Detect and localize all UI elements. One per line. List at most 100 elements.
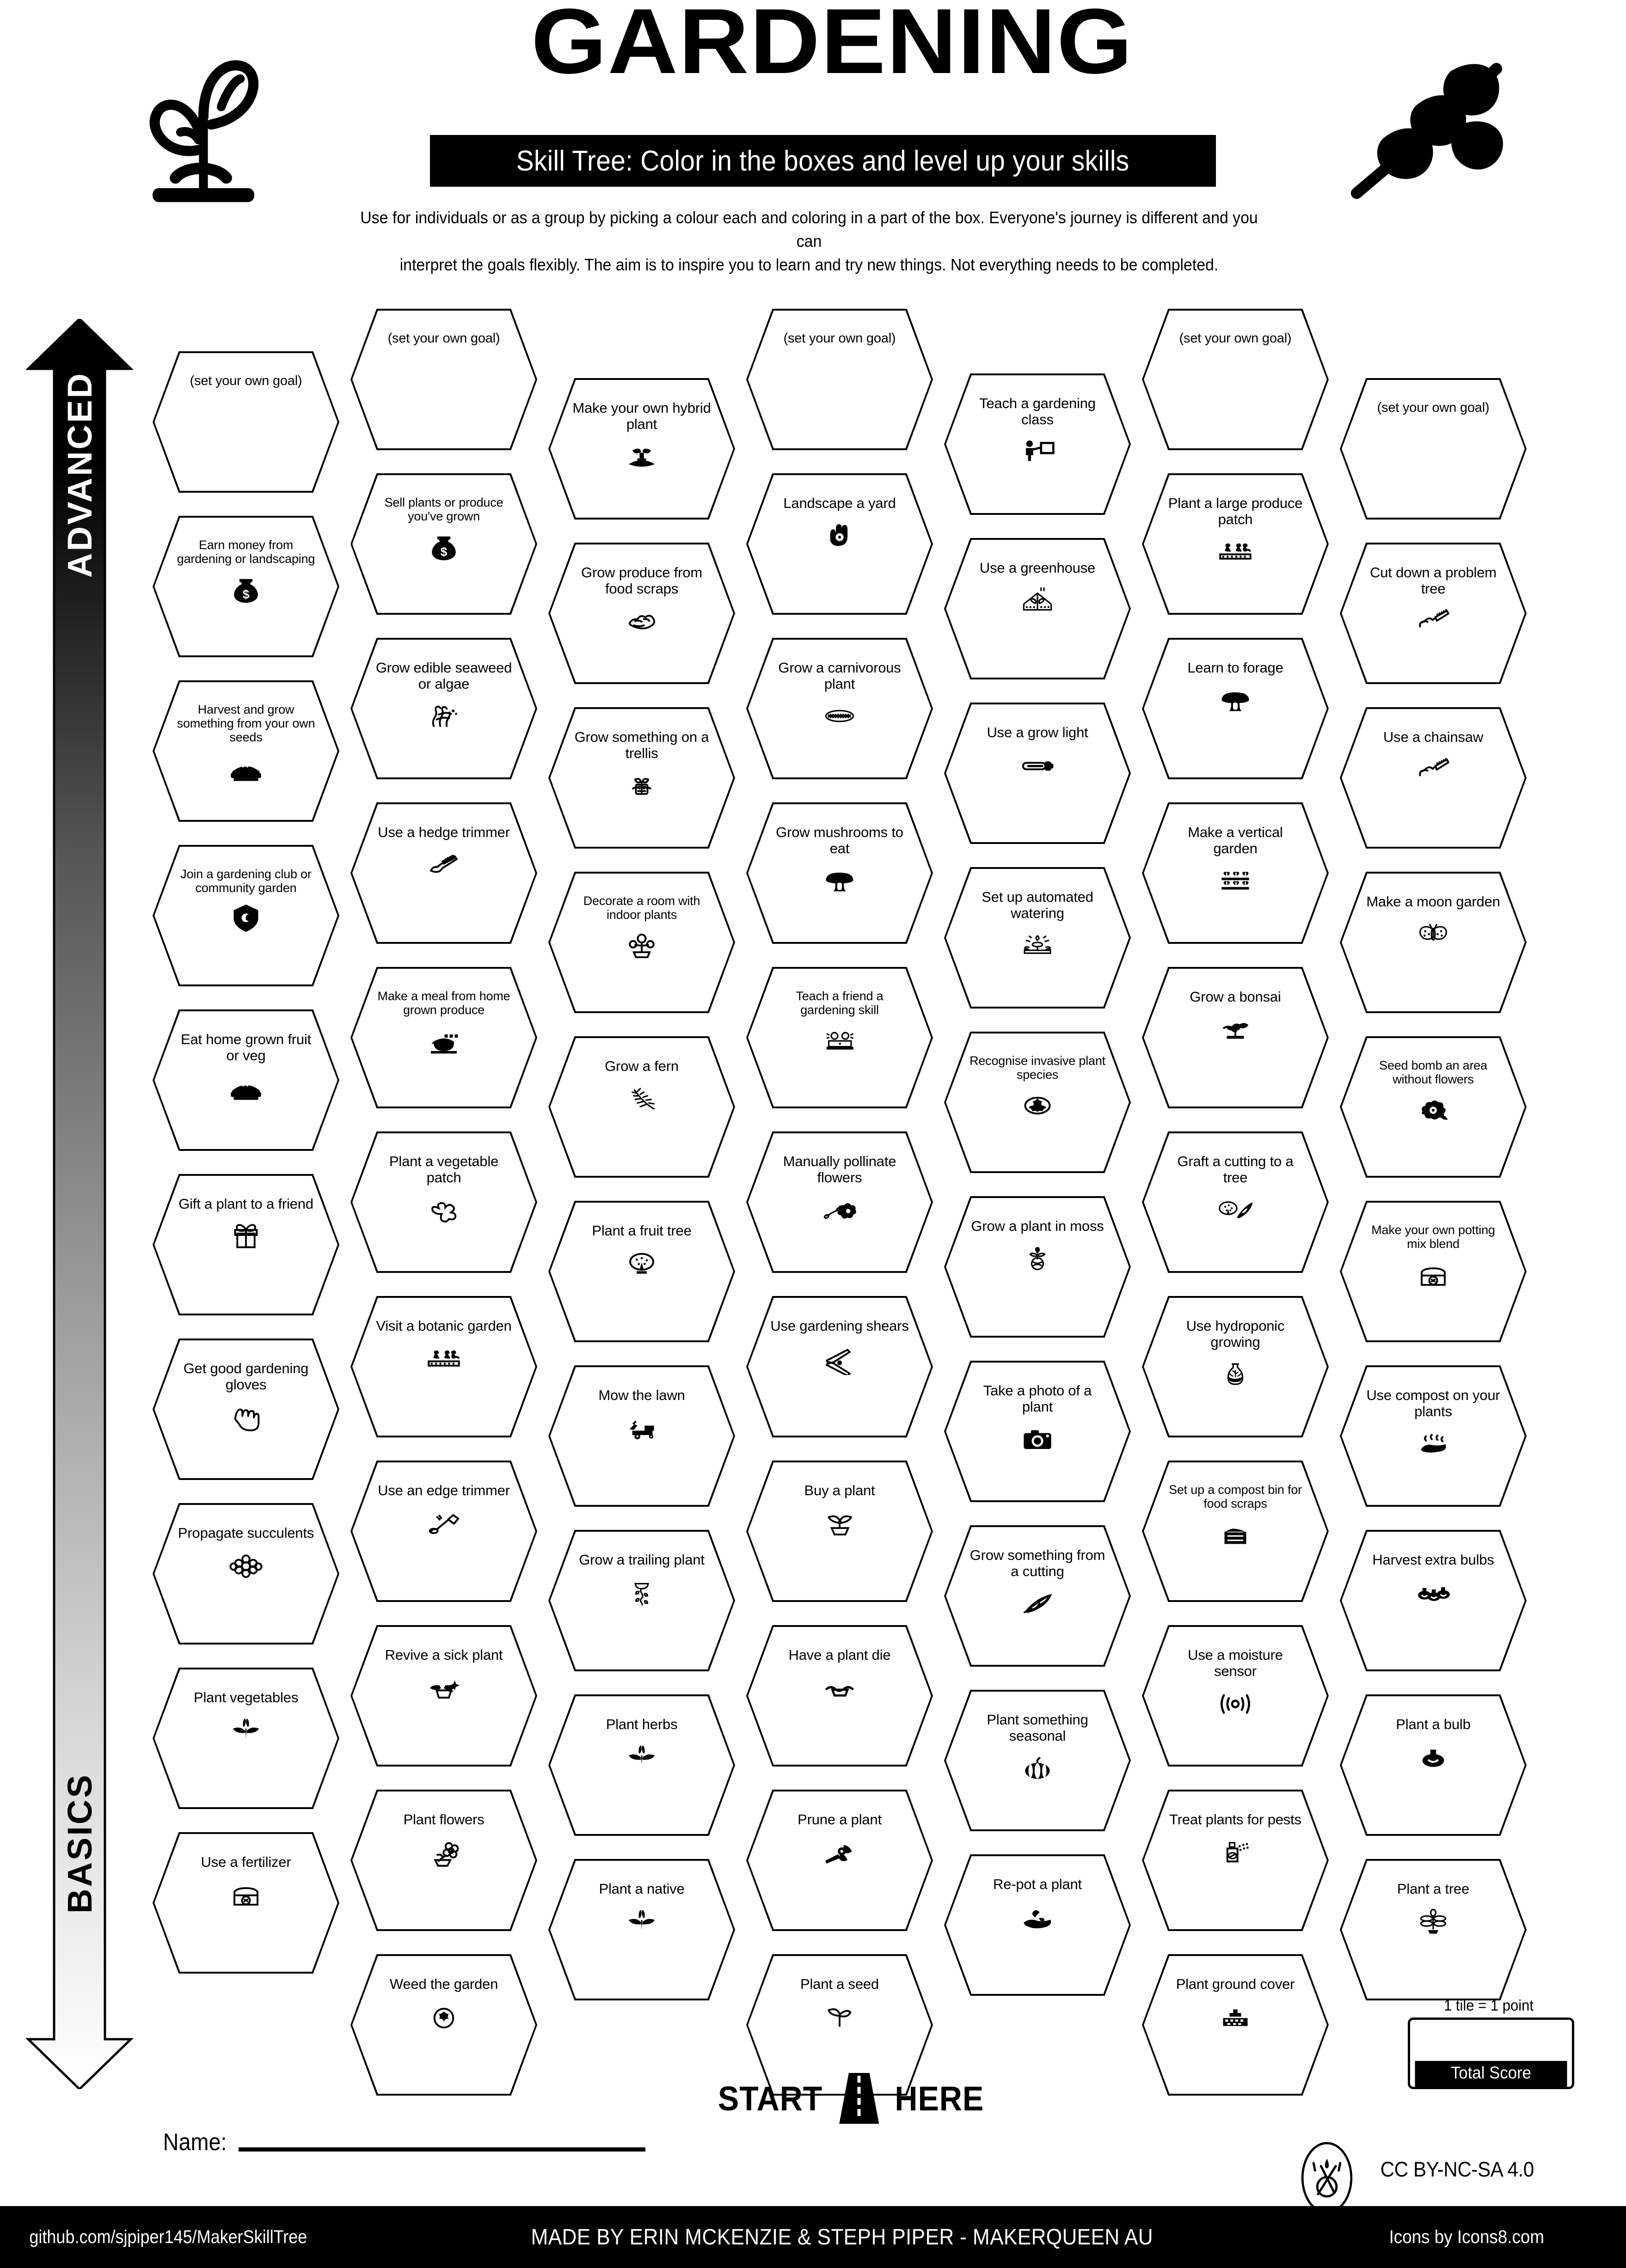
bonsai-icon [1215,1010,1255,1046]
skill-tile[interactable]: Teach a friend a gardening skill [746,967,933,1108]
skill-tile[interactable]: Grow a plant in moss [944,1196,1131,1338]
bulb-icon [1413,1737,1453,1773]
skill-tile[interactable]: Use compost on your plants [1340,1365,1527,1507]
skill-tile[interactable]: Teach a gardening class [944,373,1131,515]
skill-tile-content: Grow a trailing plant [564,1542,719,1609]
skill-tile[interactable]: Weed the garden [350,1954,537,2096]
skill-tile[interactable]: Make a meal from home grown produce [350,967,537,1108]
skill-tile[interactable]: Make your own potting mix blend [1340,1201,1527,1342]
skill-tile[interactable]: Use a greenhouse [944,538,1131,679]
skill-tile[interactable]: Grow a trailing plant [548,1530,735,1671]
skill-tile[interactable]: Set up automated watering [944,867,1131,1009]
skill-tile[interactable]: Plant herbs [548,1694,735,1836]
skill-tile[interactable]: Make a vertical garden [1142,802,1329,944]
skill-tile-content: Plant something seasonal [960,1702,1115,1785]
meal-bowl-icon [424,1021,464,1058]
skill-tile[interactable]: Manually pollinate flowers [746,1131,933,1273]
skill-tile[interactable]: Harvest and grow something from your own… [153,680,339,822]
skill-tile[interactable]: Plant a large produce patch [1142,473,1329,615]
skill-tile[interactable]: Treat plants for pests [1142,1790,1329,1931]
skill-tile[interactable]: Use a grow light [944,703,1131,844]
total-score-box[interactable]: Total Score [1408,2017,1574,2089]
skill-tile[interactable]: Use a chainsaw [1340,707,1527,849]
skill-tile[interactable]: Prune a plant [746,1790,933,1931]
skill-tile[interactable]: Get good gardening gloves [153,1339,339,1480]
skill-tile[interactable]: Recognise invasive plant species [944,1032,1131,1173]
skill-tile[interactable]: Set up a compost bin for food scraps [1142,1461,1329,1602]
skill-tile[interactable]: Plant a tree [1340,1859,1527,2000]
skill-tile-content: Make a vertical garden [1158,814,1313,897]
skill-tile[interactable]: Grow something from a cutting [944,1525,1131,1667]
skill-tile[interactable]: Use gardening shears [746,1296,933,1437]
skill-tile[interactable]: Grow a fern [548,1036,735,1178]
skill-tile[interactable]: (set your own goal) [746,309,933,450]
skill-tile[interactable]: Grow mushrooms to eat [746,802,933,944]
skill-tile[interactable]: Plant a bulb [1340,1694,1527,1836]
skill-tile[interactable]: Plant a fruit tree [548,1201,735,1342]
skill-tile[interactable]: Use hydroponic growing [1142,1296,1329,1437]
skill-tile[interactable]: Grow edible seaweed or algae [350,638,537,779]
footer-icons-credit[interactable]: Icons by Icons8.com [1389,2226,1545,2247]
succulent-icon [226,1546,266,1582]
skill-tile-label: Propagate succulents [178,1525,314,1541]
skill-tile[interactable]: Use an edge trimmer [350,1461,537,1602]
skill-tile-label: Make a meal from home grown produce [377,989,510,1017]
skill-tile-label: Learn to forage [1187,660,1283,676]
invasive-species-icon [1018,1086,1057,1122]
poster-header: GARDENING Skill Tree: Color in the boxes… [0,0,1626,277]
skill-tile[interactable]: Grow a carnivorous plant [746,638,933,779]
skill-tile[interactable]: Plant vegetables [153,1668,339,1809]
skill-tile-label: Decorate a room with indoor plants [583,894,700,922]
skill-tile[interactable]: Plant a native [548,1859,735,2000]
skill-tile[interactable]: Plant a seed [746,1954,933,2096]
skill-tile[interactable]: Plant ground cover [1142,1954,1329,2096]
skill-tile[interactable]: Seed bomb an area without flowers [1340,1036,1527,1178]
skill-tile[interactable]: Re-pot a plant [944,1854,1131,1996]
skill-tile[interactable]: Buy a plant [746,1461,933,1602]
footer-github-link[interactable]: github.com/sjpiper145/MakerSkillTree [29,2226,307,2247]
skill-tile[interactable]: Plant a vegetable patch [350,1131,537,1273]
skill-tile[interactable]: Visit a botanic garden [350,1296,537,1437]
name-input-rule[interactable] [239,2147,646,2152]
skill-tile-content: Use gardening shears [762,1308,917,1375]
skill-tile[interactable]: Mow the lawn [548,1365,735,1507]
skill-tile[interactable]: Graft a cutting to a tree [1142,1131,1329,1273]
skill-tile[interactable]: Decorate a room with indoor plants [548,872,735,1013]
skill-tile[interactable]: Gift a plant to a friend [153,1174,339,1315]
skill-tile[interactable]: (set your own goal) [350,309,537,450]
food-scraps-icon [622,601,662,637]
skill-tile[interactable]: Make your own hybrid plant [548,378,735,520]
skill-tile[interactable]: Landscape a yard [746,473,933,615]
skill-tile[interactable]: Harvest extra bulbs [1340,1530,1527,1671]
skill-tile[interactable]: Use a hedge trimmer [350,802,537,944]
name-field[interactable]: Name: [160,2128,646,2156]
skill-tile[interactable]: Learn to forage [1142,638,1329,779]
skill-tile[interactable]: Grow produce from food scraps [548,543,735,684]
skill-tile[interactable]: Eat home grown fruit or veg [153,1009,339,1151]
skill-tile[interactable]: Use a moisture sensor [1142,1625,1329,1767]
skill-tile[interactable]: Propagate succulents [153,1503,339,1644]
skill-tile-label: Grow edible seaweed or algae [375,660,512,692]
skill-tile[interactable]: Sell plants or produce you've grown $ [350,473,537,615]
skill-tile[interactable]: Plant flowers [350,1790,537,1931]
skill-tile[interactable]: Join a gardening club or community garde… [153,845,339,986]
seed-tray-icon [226,749,266,785]
level-axis: ADVANCED BASICS [25,317,134,2091]
skill-tile[interactable]: (set your own goal) [1142,309,1329,450]
skill-tile[interactable]: Take a photo of a plant [944,1361,1131,1502]
skill-tile[interactable]: Grow something on a trellis [548,707,735,849]
skill-tile[interactable]: Grow a bonsai [1142,967,1329,1108]
skill-tile[interactable]: Earn money from gardening or landscaping… [153,516,339,657]
skill-tile[interactable]: Revive a sick plant [350,1625,537,1767]
skill-tile[interactable]: Make a moon garden [1340,872,1527,1013]
skill-tile[interactable]: Cut down a problem tree [1340,543,1527,684]
grow-light-icon [1018,746,1057,782]
skill-tile[interactable]: (set your own goal) [1340,378,1527,520]
skill-tile[interactable]: (set your own goal) [153,351,339,493]
dead-plant-icon [820,1668,859,1704]
skill-tile-content: Make a moon garden [1356,884,1511,951]
skill-tile[interactable]: Plant something seasonal [944,1690,1131,1831]
skill-tile-fill [154,682,337,820]
skill-tile[interactable]: Have a plant die [746,1625,933,1767]
skill-tile[interactable]: Use a fertilizer [153,1832,339,1974]
